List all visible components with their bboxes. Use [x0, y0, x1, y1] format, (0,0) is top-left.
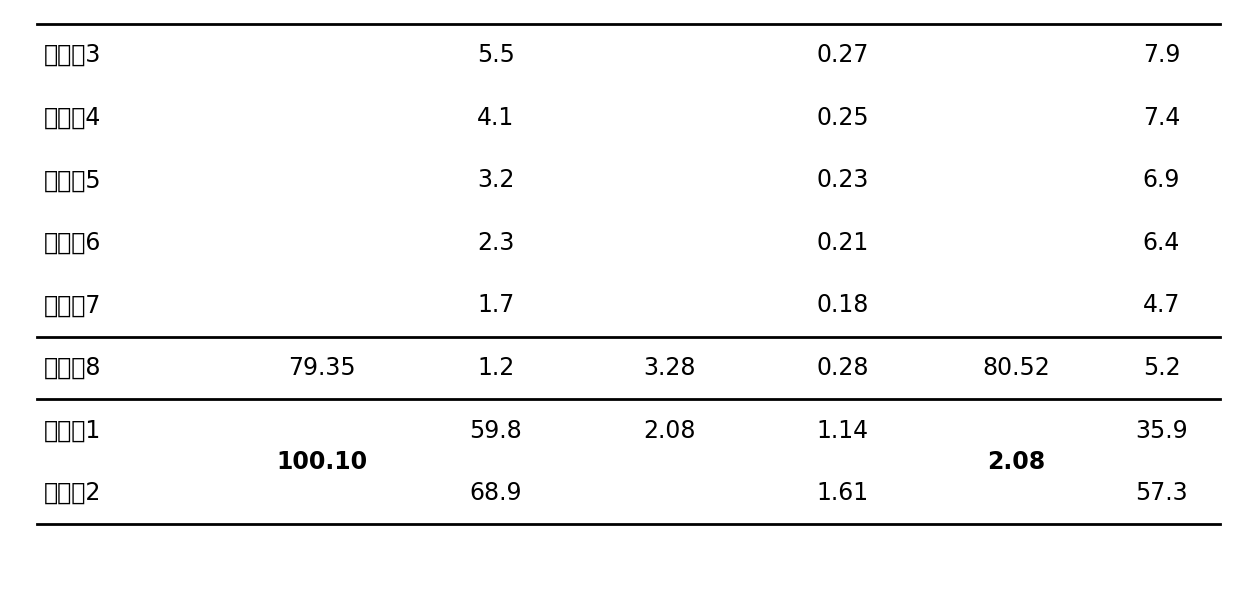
Text: 0.28: 0.28 [817, 356, 869, 380]
Text: 1.7: 1.7 [477, 293, 514, 318]
Text: 59.8: 59.8 [470, 418, 522, 443]
Text: 实施奡4: 实施奡4 [43, 105, 100, 130]
Text: 0.25: 0.25 [817, 105, 869, 130]
Text: 4.7: 4.7 [1142, 293, 1181, 318]
Text: 68.9: 68.9 [470, 481, 522, 505]
Text: 1.2: 1.2 [477, 356, 514, 380]
Text: 1.61: 1.61 [817, 481, 869, 505]
Text: 80.52: 80.52 [983, 356, 1049, 380]
Text: 3.2: 3.2 [477, 168, 514, 193]
Text: 对照奡2: 对照奡2 [43, 481, 100, 505]
Text: 7.4: 7.4 [1142, 105, 1181, 130]
Text: 6.4: 6.4 [1142, 231, 1181, 255]
Text: 35.9: 35.9 [1135, 418, 1188, 443]
Text: 0.27: 0.27 [817, 43, 869, 67]
Text: 2.08: 2.08 [643, 418, 695, 443]
Text: 实施奡3: 实施奡3 [43, 43, 100, 67]
Text: 对照奡1: 对照奡1 [43, 418, 100, 443]
Text: 5.5: 5.5 [477, 43, 514, 67]
Text: 7.9: 7.9 [1142, 43, 1181, 67]
Text: 6.9: 6.9 [1142, 168, 1181, 193]
Text: 实施奡5: 实施奡5 [43, 168, 102, 193]
Text: 1.14: 1.14 [817, 418, 869, 443]
Text: 实施奡8: 实施奡8 [43, 356, 100, 380]
Text: 2.08: 2.08 [986, 450, 1046, 474]
Text: 0.23: 0.23 [817, 168, 869, 193]
Text: 实施奡6: 实施奡6 [43, 231, 100, 255]
Text: 0.21: 0.21 [817, 231, 869, 255]
Text: 79.35: 79.35 [289, 356, 356, 380]
Text: 0.18: 0.18 [817, 293, 869, 318]
Text: 4.1: 4.1 [477, 105, 514, 130]
Text: 5.2: 5.2 [1142, 356, 1181, 380]
Text: 57.3: 57.3 [1135, 481, 1188, 505]
Text: 2.3: 2.3 [477, 231, 514, 255]
Text: 3.28: 3.28 [643, 356, 695, 380]
Text: 100.10: 100.10 [276, 450, 368, 474]
Text: 实施奡7: 实施奡7 [43, 293, 100, 318]
